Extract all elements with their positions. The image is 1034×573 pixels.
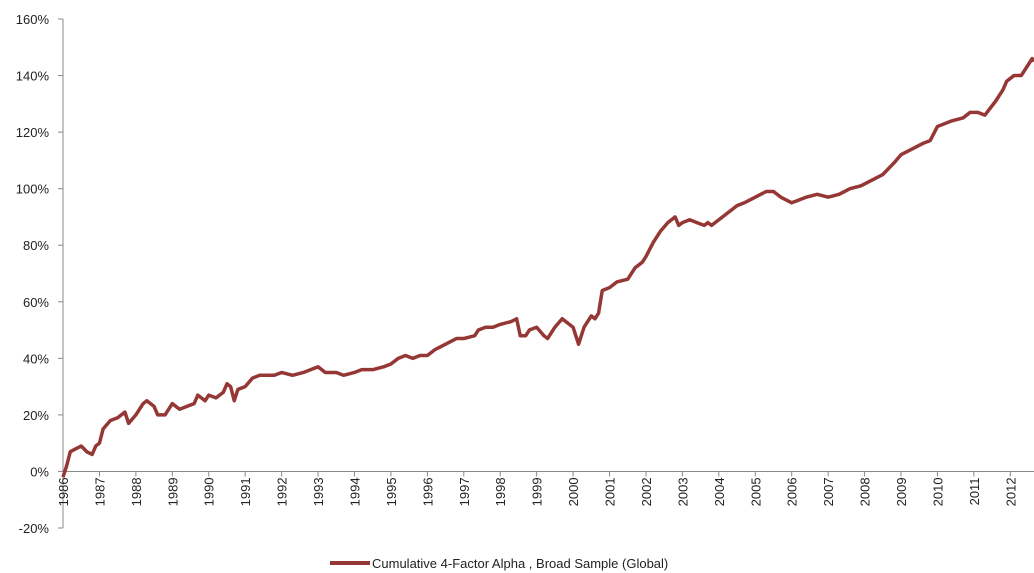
- x-tick-label: 2005: [748, 477, 763, 506]
- y-tick-label: 60%: [23, 295, 49, 310]
- y-tick-label: 160%: [16, 12, 50, 27]
- x-tick-label: 2001: [603, 477, 618, 506]
- x-tick-label: 2003: [675, 477, 690, 506]
- x-tick-label: 1996: [420, 477, 435, 506]
- legend-label: Cumulative 4-Factor Alpha , Broad Sample…: [372, 556, 668, 571]
- x-tick-label: 1999: [530, 477, 545, 506]
- x-tick-label: 2009: [894, 477, 909, 506]
- x-tick-label: 2010: [930, 477, 945, 506]
- y-tick-label: 40%: [23, 351, 49, 366]
- x-tick-label: 1990: [202, 477, 217, 506]
- x-tick-label: 1991: [238, 477, 253, 506]
- y-tick-label: 140%: [16, 69, 50, 84]
- x-tick-label: 1995: [384, 477, 399, 506]
- x-tick-label: 2004: [712, 477, 727, 506]
- x-tick-label: 1998: [493, 477, 508, 506]
- y-tick-label: 80%: [23, 238, 49, 253]
- x-tick-label: 2000: [566, 477, 581, 506]
- y-tick-label: 20%: [23, 408, 49, 423]
- y-tick-label: -20%: [19, 521, 50, 536]
- x-tick-label: 2011: [967, 477, 982, 505]
- x-tick-label: 1987: [92, 477, 107, 506]
- y-tick-label: 120%: [16, 125, 50, 140]
- x-tick-label: 2002: [639, 477, 654, 506]
- y-tick-label: 100%: [16, 182, 50, 197]
- x-tick-label: 1994: [347, 477, 362, 506]
- x-tick-label: 2008: [858, 477, 873, 506]
- x-tick-label: 2006: [785, 477, 800, 506]
- x-tick-label: 1997: [457, 477, 472, 506]
- x-tick-label: 2007: [821, 477, 836, 506]
- x-tick-label: 1992: [275, 477, 290, 506]
- x-tick-label: 1989: [165, 477, 180, 506]
- data-line: [61, 56, 1034, 478]
- x-tick-label: 2012: [1003, 477, 1018, 506]
- x-tick-label: 1986: [56, 477, 71, 506]
- y-tick-label: 0%: [30, 464, 49, 479]
- x-tick-label: 1988: [129, 477, 144, 506]
- x-tick-label: 1993: [311, 477, 326, 506]
